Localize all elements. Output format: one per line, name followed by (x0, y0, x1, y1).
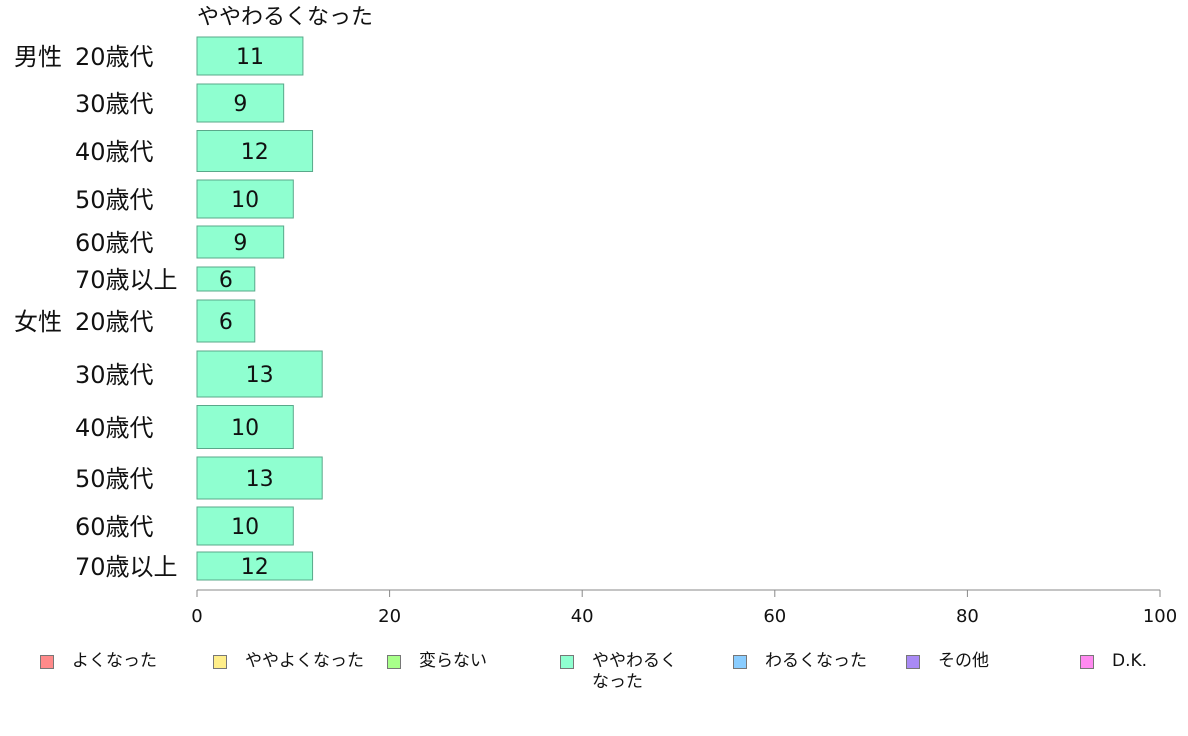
series-title: ややわるくなった (197, 5, 373, 30)
legend-item: よくなった (40, 640, 157, 672)
legend-label: その他 (938, 651, 989, 671)
bar (196, 179, 294, 219)
category-label: 30歳代 (75, 361, 154, 389)
legend-item: ややよくなった (213, 640, 364, 672)
bar (196, 83, 285, 123)
value-label: 9 (233, 231, 247, 256)
value-label: 6 (219, 268, 233, 293)
value-label: 11 (236, 45, 264, 70)
bar (196, 350, 323, 398)
value-label: 10 (231, 416, 259, 441)
bar (196, 130, 314, 172)
legend-label: ややよくなった (245, 651, 364, 671)
legend-label: D.K. (1112, 651, 1148, 671)
x-tick-label: 40 (571, 606, 594, 627)
legend-swatch (213, 655, 227, 669)
legend-swatch (40, 655, 54, 669)
category-label: 20歳代 (75, 308, 154, 336)
category-label: 60歳代 (75, 513, 154, 541)
category-label: 70歳以上 (75, 266, 178, 294)
legend-swatch (560, 655, 574, 669)
bar (196, 405, 294, 449)
x-axis: 0 20 40 60 80 100 (191, 589, 1177, 627)
value-label: 9 (233, 92, 247, 117)
category-label: 40歳代 (75, 138, 154, 166)
legend-label: ややわるく なった (592, 651, 677, 692)
group-label: 男性 (14, 43, 62, 71)
legend-item: ややわるく なった (560, 640, 677, 693)
legend: よくなった ややよくなった 変らない ややわるく なった わるくなった その他 D.K. (0, 640, 1188, 700)
legend-swatch (906, 655, 920, 669)
legend-swatch (733, 655, 747, 669)
value-label: 10 (231, 515, 259, 540)
value-label: 12 (241, 140, 269, 165)
category-label: 50歳代 (75, 186, 154, 214)
value-label: 10 (231, 188, 259, 213)
bar (196, 299, 256, 343)
bar (196, 456, 323, 500)
legend-label: よくなった (72, 651, 157, 671)
bar (196, 551, 314, 581)
category-label: 30歳代 (75, 90, 154, 118)
value-label: 6 (219, 310, 233, 335)
x-tick-label: 20 (378, 606, 401, 627)
value-label: 12 (241, 555, 269, 580)
x-tick-label: 0 (191, 606, 202, 627)
legend-swatch (1080, 655, 1094, 669)
x-tick-label: 80 (956, 606, 979, 627)
category-label: 60歳代 (75, 229, 154, 257)
legend-swatch (387, 655, 401, 669)
bar (196, 225, 285, 259)
legend-item: 変らない (387, 640, 487, 672)
category-label: 50歳代 (75, 465, 154, 493)
x-tick-label: 60 (763, 606, 786, 627)
bar (196, 506, 294, 546)
legend-item: その他 (906, 640, 989, 672)
legend-label: 変らない (419, 651, 487, 671)
value-label: 13 (246, 467, 274, 492)
x-tick-label: 100 (1143, 606, 1177, 627)
category-label: 20歳代 (75, 43, 154, 71)
category-label: 40歳代 (75, 414, 154, 442)
legend-label: わるくなった (765, 651, 867, 671)
bars-layer: 1120歳代男性930歳代1240歳代1050歳代960歳代670歳以上620歳… (14, 36, 323, 581)
value-label: 13 (246, 363, 274, 388)
legend-item: D.K. (1080, 640, 1147, 672)
bar (196, 36, 304, 76)
group-label: 女性 (14, 308, 62, 336)
bar-chart: ややわるくなった 1120歳代男性930歳代1240歳代1050歳代960歳代6… (14, 5, 1177, 627)
legend-item: わるくなった (733, 640, 867, 672)
category-label: 70歳以上 (75, 553, 178, 581)
bar (196, 266, 256, 292)
